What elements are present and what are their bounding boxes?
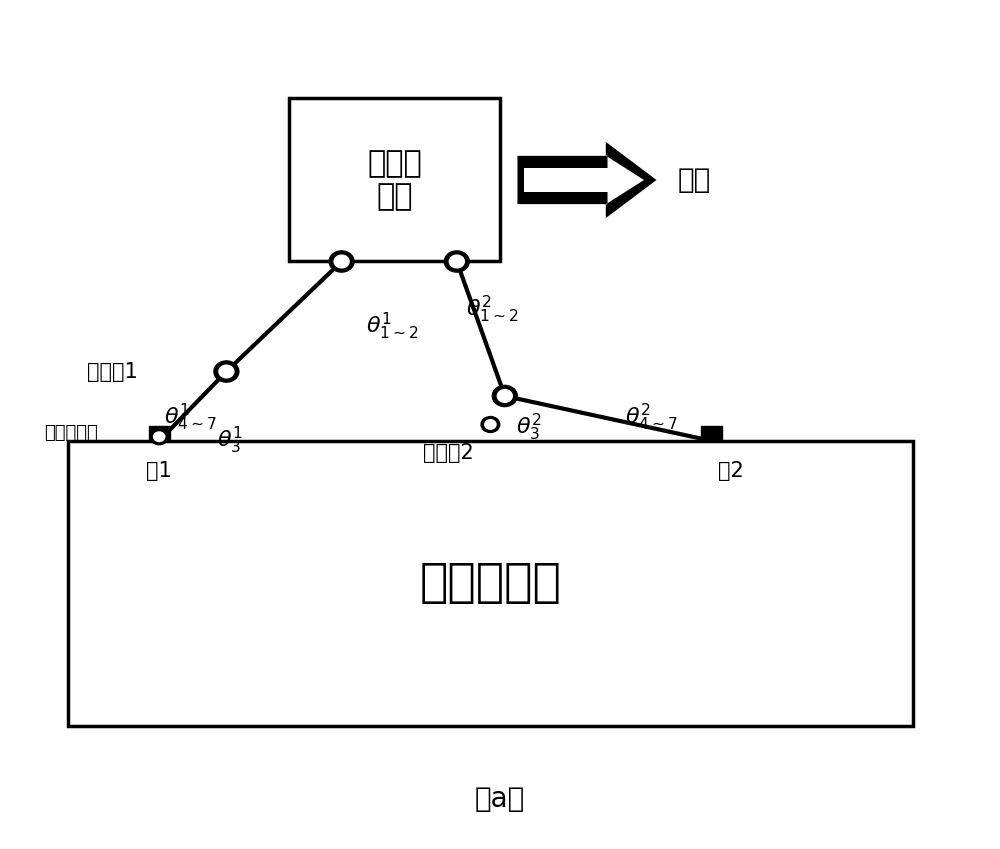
- Circle shape: [154, 432, 165, 441]
- Text: 平动: 平动: [678, 166, 711, 194]
- Circle shape: [481, 417, 500, 432]
- FancyArrow shape: [606, 155, 644, 205]
- Circle shape: [219, 365, 234, 378]
- Text: 机械臂1: 机械臂1: [87, 362, 138, 381]
- Circle shape: [334, 256, 349, 267]
- FancyArrow shape: [519, 145, 654, 215]
- Circle shape: [497, 390, 512, 402]
- Text: 机械臂2: 机械臂2: [423, 443, 474, 463]
- Text: （a）: （a）: [475, 785, 525, 813]
- FancyArrow shape: [524, 168, 608, 192]
- Text: 末端作动器: 末端作动器: [44, 424, 98, 441]
- Bar: [701, 426, 722, 441]
- Circle shape: [214, 361, 239, 382]
- Bar: [68, 441, 913, 726]
- Text: 点2: 点2: [718, 461, 743, 481]
- Text: 目标航天器: 目标航天器: [419, 561, 561, 606]
- Circle shape: [444, 251, 469, 272]
- Circle shape: [449, 256, 464, 267]
- Text: 点1: 点1: [146, 461, 172, 481]
- Circle shape: [485, 419, 496, 430]
- Circle shape: [150, 429, 169, 445]
- Circle shape: [329, 251, 354, 272]
- Bar: [149, 426, 170, 441]
- Text: $\theta^{2}_{3}$: $\theta^{2}_{3}$: [516, 413, 542, 443]
- Text: $\theta^{1}_{4\sim7}$: $\theta^{1}_{4\sim7}$: [164, 402, 217, 433]
- Text: $\theta^{2}_{1\sim2}$: $\theta^{2}_{1\sim2}$: [466, 294, 519, 325]
- Circle shape: [492, 385, 517, 407]
- Text: 机器人
平台: 机器人 平台: [367, 149, 422, 211]
- Text: $\theta^{1}_{1\sim2}$: $\theta^{1}_{1\sim2}$: [366, 311, 418, 341]
- Bar: [289, 98, 500, 261]
- Text: $\theta^{2}_{4\sim7}$: $\theta^{2}_{4\sim7}$: [625, 402, 678, 433]
- Text: $\theta^{1}_{3}$: $\theta^{1}_{3}$: [217, 424, 242, 456]
